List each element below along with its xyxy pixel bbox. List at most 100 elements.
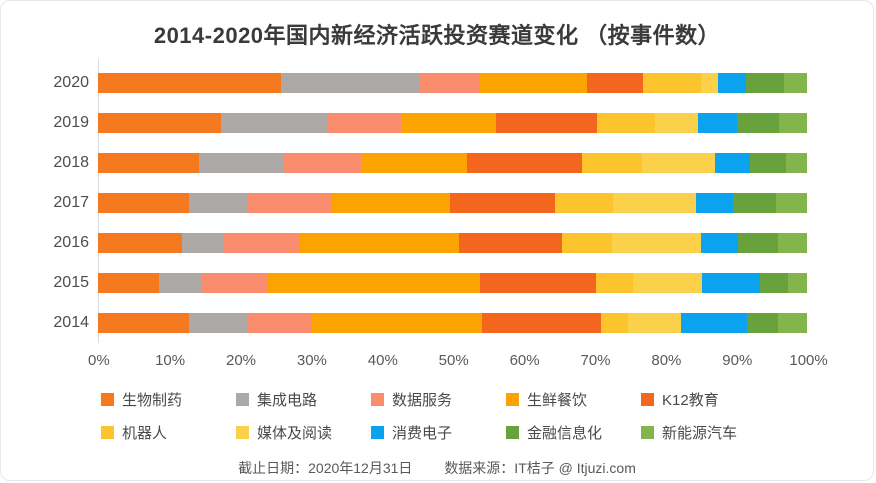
bar-segment-新能源汽车 [776, 193, 807, 213]
bar-segment-集成电路 [182, 233, 225, 253]
legend-swatch-icon [236, 426, 249, 439]
bar-segment-K12教育 [466, 153, 582, 173]
legend-swatch-icon [506, 426, 519, 439]
y-axis-label-2018: 2018 [53, 154, 89, 171]
legend-label: 生物制药 [122, 392, 183, 409]
stacked-bar-2016 [98, 233, 807, 253]
footer-deadline: 截止日期：2020年12月31日 [238, 460, 413, 476]
bar-segment-机器人 [581, 153, 642, 173]
bar-segment-数据服务 [247, 313, 311, 333]
y-axis-label-2020: 2020 [53, 74, 89, 91]
legend-swatch-icon [641, 393, 654, 406]
bar-segment-新能源汽车 [778, 113, 807, 133]
bar-segment-金融信息化 [736, 113, 779, 133]
bar-segment-金融信息化 [747, 313, 778, 333]
x-tick-100pct: 100% [789, 352, 828, 369]
bar-segment-消费电子 [700, 233, 739, 253]
bar-segment-新能源汽车 [783, 73, 807, 93]
bar-segment-生鲜餐饮 [361, 153, 467, 173]
bar-segment-生鲜餐饮 [479, 73, 588, 93]
legend-item-生鲜餐饮: 生鲜餐饮 [506, 389, 641, 410]
bar-segment-新能源汽车 [777, 313, 807, 333]
x-tick-90pct: 90% [722, 352, 753, 369]
stacked-bar-2014 [98, 313, 807, 333]
legend-swatch-icon [641, 426, 654, 439]
bar-segment-新能源汽车 [785, 153, 807, 173]
bar-segment-消费电子 [695, 193, 734, 213]
y-axis-label-2014: 2014 [53, 314, 89, 331]
legend-item-金融信息化: 金融信息化 [506, 422, 641, 443]
legend-label: 新能源汽车 [662, 425, 738, 442]
bar-segment-K12教育 [480, 273, 597, 293]
legend-swatch-icon [101, 426, 114, 439]
bar-segment-生鲜餐饮 [310, 313, 483, 333]
chart-row-2015: 2015 [1, 263, 807, 303]
bar-segment-消费电子 [698, 113, 737, 133]
bar-rows: 2020 2019 2018 2017 2016 2015 2014 [1, 59, 807, 343]
legend-swatch-icon [101, 393, 114, 406]
bar-segment-金融信息化 [733, 193, 777, 213]
bar-segment-数据服务 [200, 273, 268, 293]
bar-segment-消费电子 [702, 273, 761, 293]
bar-segment-K12教育 [482, 313, 602, 333]
bar-segment-金融信息化 [760, 273, 788, 293]
bar-segment-集成电路 [280, 73, 420, 93]
legend-swatch-icon [236, 393, 249, 406]
x-tick-40pct: 40% [367, 352, 398, 369]
legend-label: 媒体及阅读 [257, 425, 333, 442]
bar-segment-数据服务 [224, 233, 300, 253]
plot-area: 2020 2019 2018 2017 2016 2015 2014 0% 10% 20% 30%… [1, 59, 828, 373]
bar-segment-数据服务 [284, 153, 362, 173]
x-axis: 0% 10% 20% 30% 40% 50% 60% 70% 80% 90% 100% [88, 343, 828, 373]
bar-segment-生物制药 [98, 153, 199, 173]
legend-label: 集成电路 [257, 392, 318, 409]
bar-segment-生鲜餐饮 [267, 273, 481, 293]
bar-segment-K12教育 [449, 193, 555, 213]
bar-segment-集成电路 [189, 193, 249, 213]
x-tick-70pct: 70% [580, 352, 611, 369]
x-tick-50pct: 50% [438, 352, 469, 369]
legend-swatch-icon [506, 393, 519, 406]
bar-segment-数据服务 [248, 193, 332, 213]
bar-segment-生物制药 [98, 233, 183, 253]
legend-label: 金融信息化 [527, 425, 603, 442]
x-tick-20pct: 20% [225, 352, 257, 369]
y-axis-label-2017: 2017 [53, 194, 89, 211]
stacked-bar-2017 [98, 193, 807, 213]
legend-label: 机器人 [122, 425, 168, 442]
bar-segment-生物制药 [98, 273, 159, 293]
legend-item-生物制药: 生物制药 [101, 389, 236, 410]
legend-item-媒体及阅读: 媒体及阅读 [236, 422, 371, 443]
bar-segment-集成电路 [189, 313, 248, 333]
bar-segment-媒体及阅读 [632, 273, 703, 293]
x-tick-60pct: 60% [509, 352, 540, 369]
bar-segment-生鲜餐饮 [401, 113, 497, 133]
bar-segment-集成电路 [198, 153, 285, 173]
chart-row-2020: 2020 [1, 63, 807, 103]
bar-segment-生物制药 [98, 113, 221, 133]
bar-segment-消费电子 [717, 73, 746, 93]
bar-segment-媒体及阅读 [641, 153, 715, 173]
bar-segment-K12教育 [458, 233, 563, 253]
bar-segment-生鲜餐饮 [299, 233, 459, 253]
bar-segment-机器人 [554, 193, 614, 213]
legend-swatch-icon [371, 393, 384, 406]
legend-label: 消费电子 [392, 425, 453, 442]
bar-segment-消费电子 [714, 153, 750, 173]
bar-segment-金融信息化 [738, 233, 778, 253]
bar-segment-机器人 [643, 73, 702, 93]
bar-segment-媒体及阅读 [613, 193, 696, 213]
bar-segment-金融信息化 [749, 153, 786, 173]
bar-segment-K12教育 [587, 73, 644, 93]
legend-item-新能源汽车: 新能源汽车 [641, 422, 791, 443]
bar-segment-媒体及阅读 [701, 73, 718, 93]
legend-item-集成电路: 集成电路 [236, 389, 371, 410]
chart-row-2019: 2019 [1, 103, 807, 143]
chart-row-2016: 2016 [1, 223, 807, 263]
legend-label: 生鲜餐饮 [527, 392, 588, 409]
stacked-bar-2020 [98, 73, 807, 93]
bar-segment-数据服务 [419, 73, 480, 93]
x-tick-10pct: 10% [155, 352, 186, 369]
legend-item-数据服务: 数据服务 [371, 389, 506, 410]
